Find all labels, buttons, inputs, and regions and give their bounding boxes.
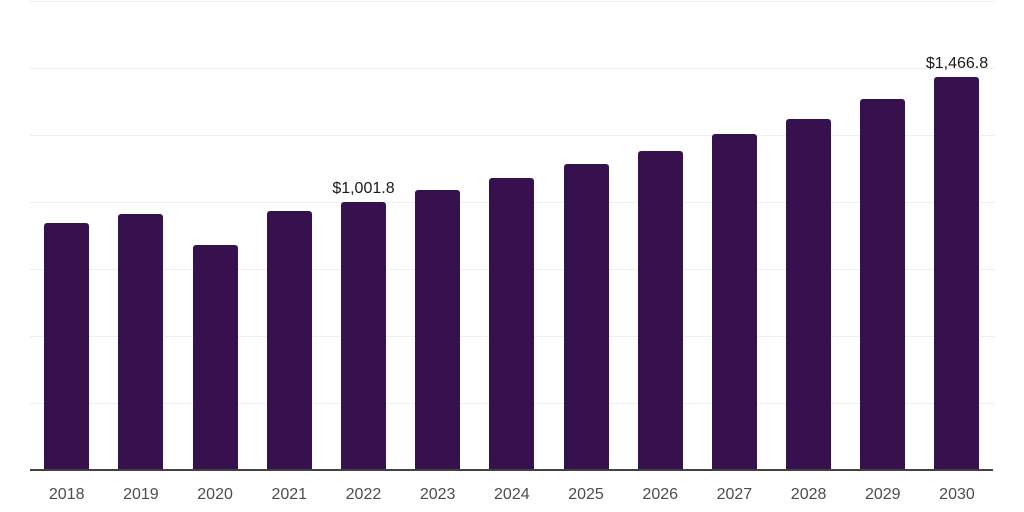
bar-2020 xyxy=(192,244,238,470)
x-axis-label-2020: 2020 xyxy=(197,486,233,503)
x-axis-label-2028: 2028 xyxy=(790,486,827,503)
bar-2026 xyxy=(637,150,683,470)
x-axis-label-2026: 2026 xyxy=(642,486,679,503)
gridline-1500 xyxy=(30,68,995,69)
bar-2018 xyxy=(44,223,90,470)
bar-2025 xyxy=(563,164,609,470)
bar-2029 xyxy=(860,98,906,470)
x-axis-label-2019: 2019 xyxy=(123,486,159,503)
x-axis-line xyxy=(30,469,993,471)
x-axis-label-2027: 2027 xyxy=(716,486,753,503)
value-label-2022: $1,001.8 xyxy=(332,179,395,197)
bar-2023 xyxy=(415,189,461,470)
x-axis-label-2022: 2022 xyxy=(345,486,382,503)
x-axis-label-2023: 2023 xyxy=(419,486,456,503)
x-axis-label-2025: 2025 xyxy=(568,486,604,503)
bar-2024 xyxy=(489,177,535,470)
value-label-2030: $1,466.8 xyxy=(925,54,989,72)
gridline-1250 xyxy=(30,135,995,136)
bar-2030 xyxy=(934,76,980,470)
bar-2021 xyxy=(266,211,312,470)
bar-2019 xyxy=(118,213,164,470)
bar-2022 xyxy=(340,201,386,470)
x-axis-label-2018: 2018 xyxy=(48,486,85,503)
gridline-1750 xyxy=(30,1,995,2)
bar-2027 xyxy=(711,134,757,470)
x-axis-label-2030: 2030 xyxy=(939,486,975,503)
x-axis-label-2021: 2021 xyxy=(271,486,308,503)
x-axis-label-2024: 2024 xyxy=(494,486,530,503)
x-axis-label-2029: 2029 xyxy=(864,486,901,503)
bar-2028 xyxy=(786,118,832,470)
